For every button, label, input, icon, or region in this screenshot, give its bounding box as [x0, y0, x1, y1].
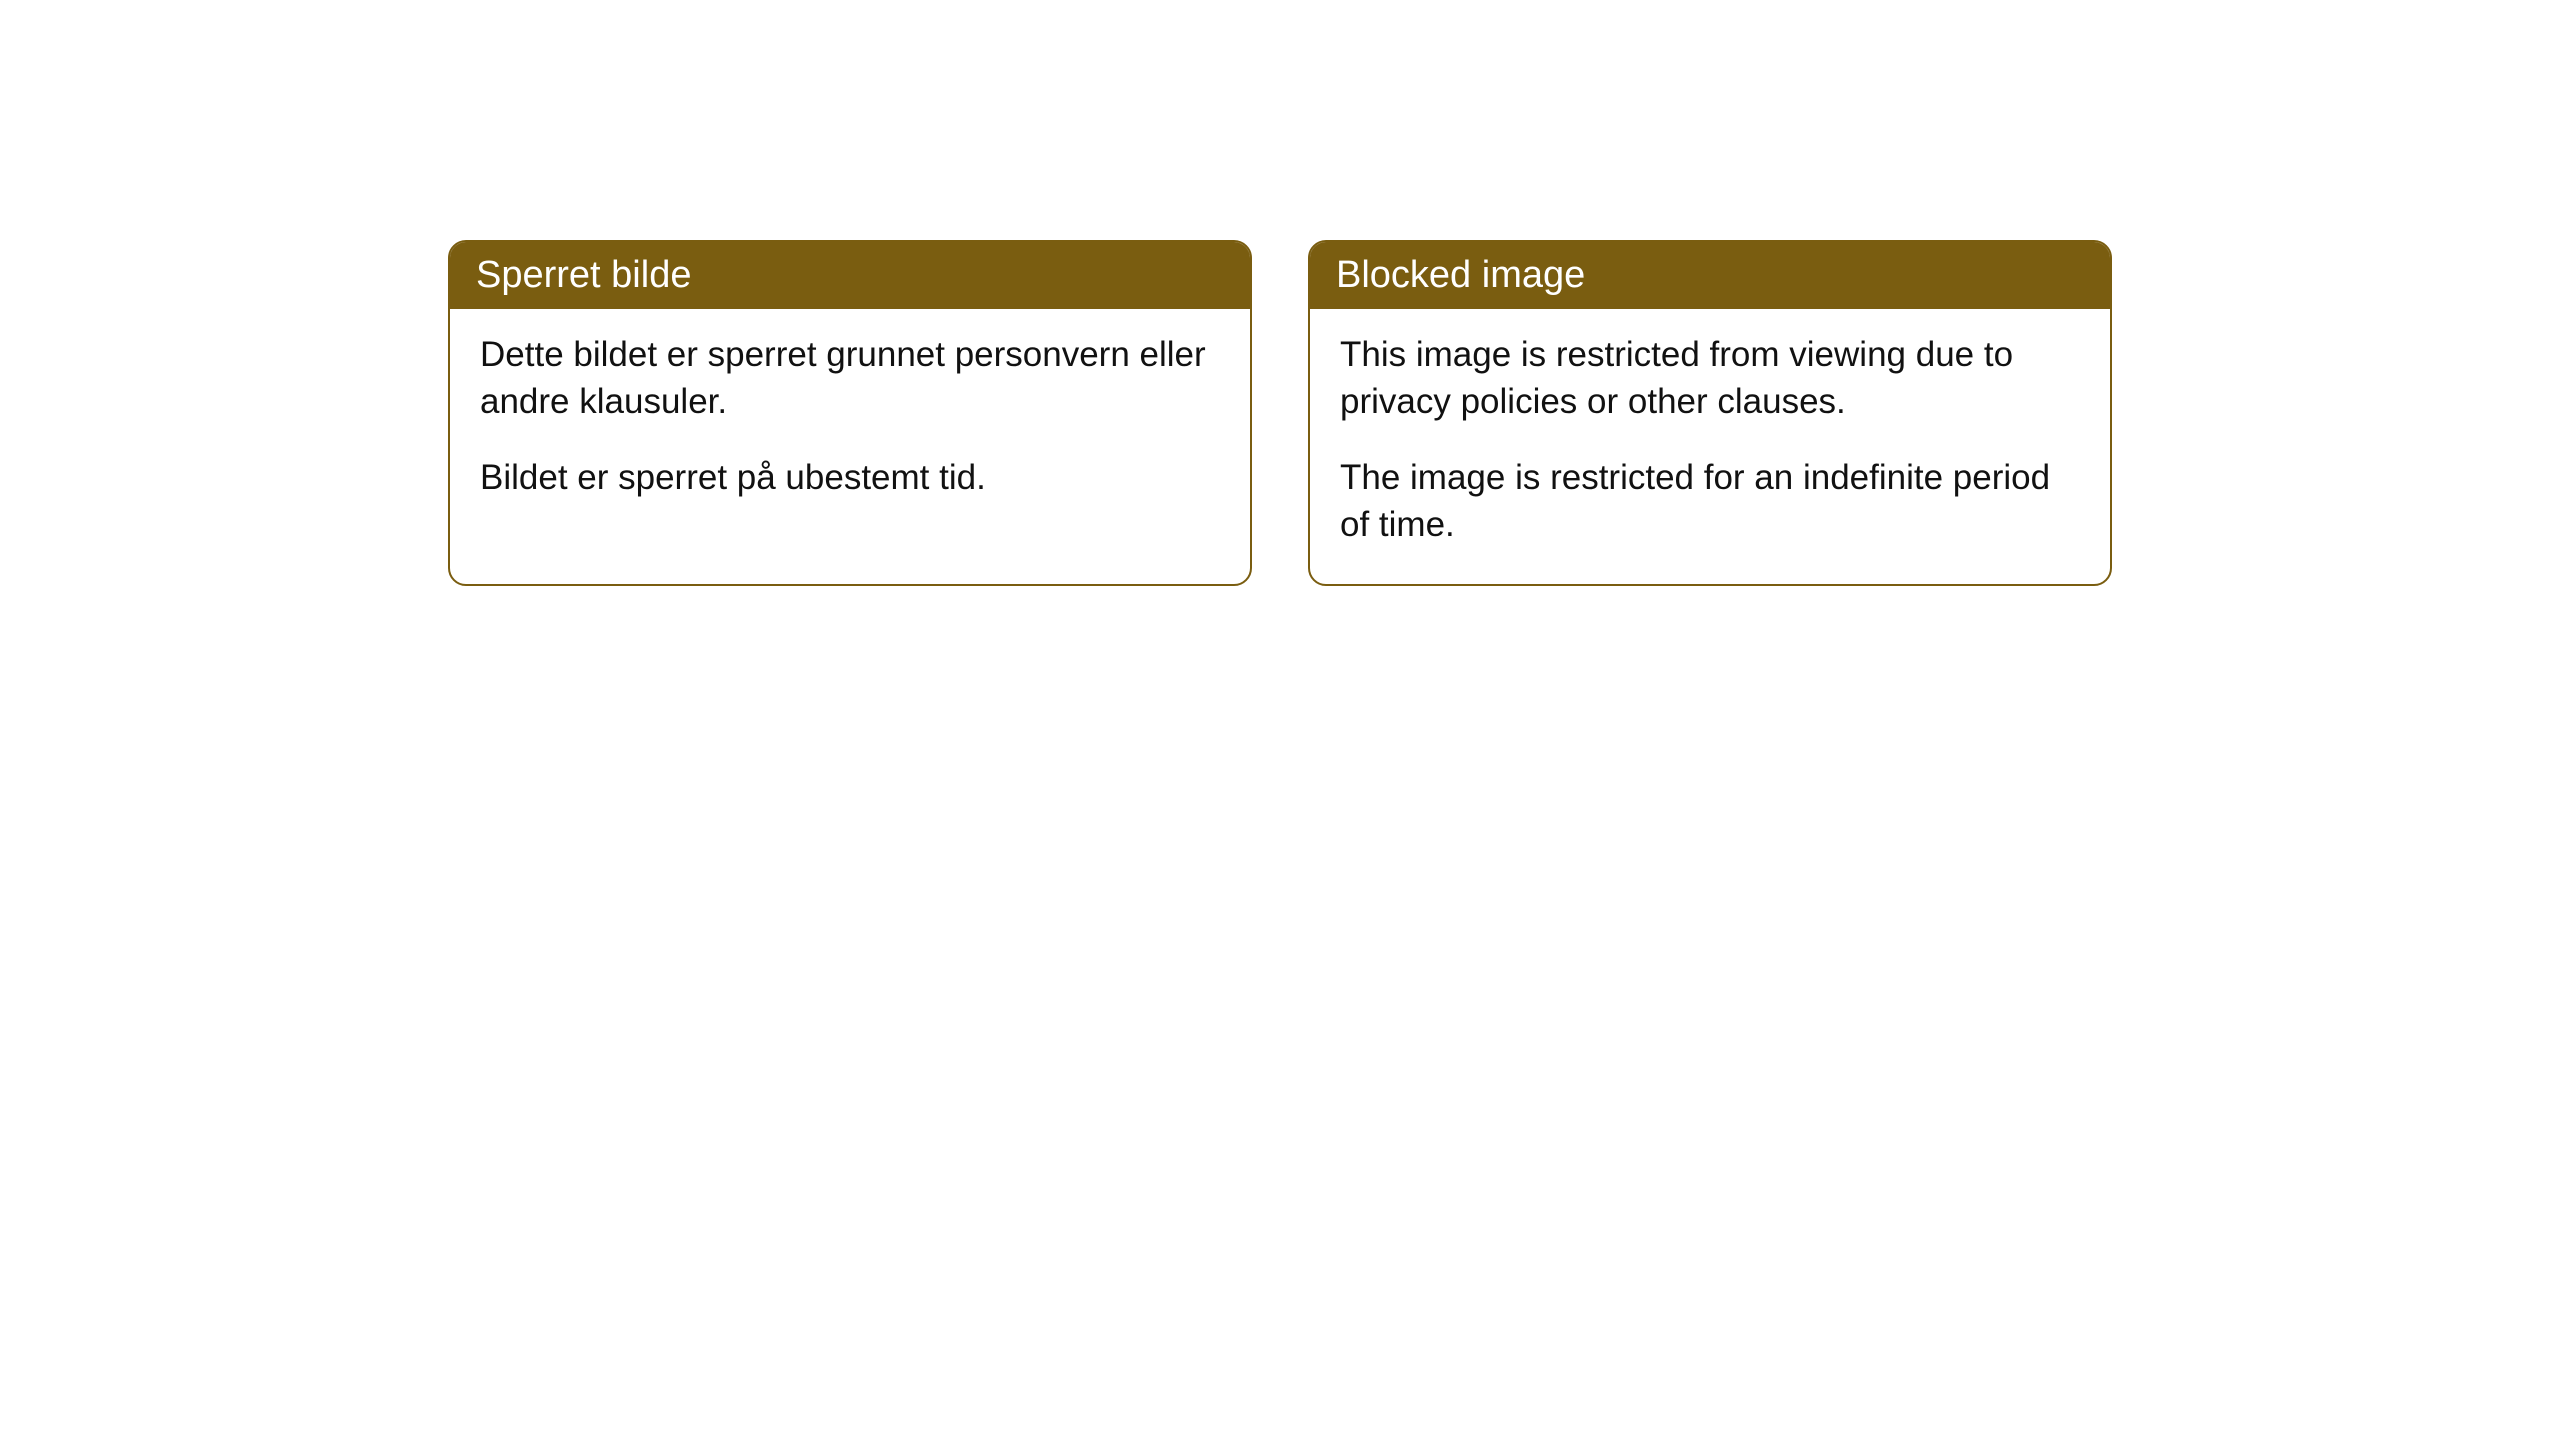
card-body-en: This image is restricted from viewing du… [1310, 309, 2110, 584]
card-para1-en: This image is restricted from viewing du… [1340, 331, 2080, 426]
blocked-image-card-en: Blocked image This image is restricted f… [1308, 240, 2112, 586]
card-para2-no: Bildet er sperret på ubestemt tid. [480, 454, 1220, 501]
card-header-en: Blocked image [1310, 242, 2110, 309]
notice-container: Sperret bilde Dette bildet er sperret gr… [0, 240, 2560, 586]
card-body-no: Dette bildet er sperret grunnet personve… [450, 309, 1250, 537]
blocked-image-card-no: Sperret bilde Dette bildet er sperret gr… [448, 240, 1252, 586]
card-para1-no: Dette bildet er sperret grunnet personve… [480, 331, 1220, 426]
card-header-no: Sperret bilde [450, 242, 1250, 309]
card-para2-en: The image is restricted for an indefinit… [1340, 454, 2080, 549]
